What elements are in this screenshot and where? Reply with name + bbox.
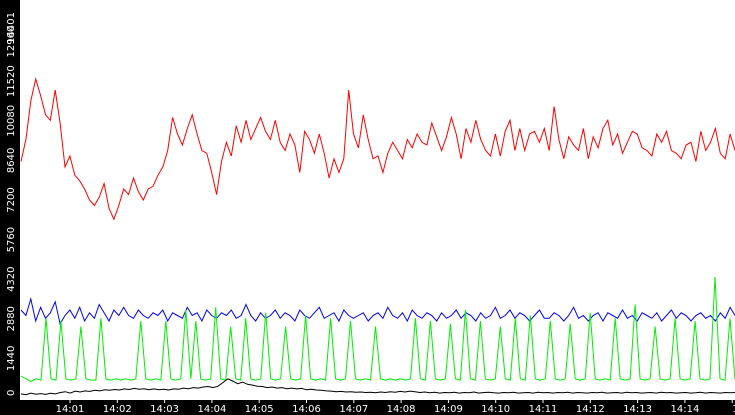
y-tick-label: 1440: [6, 346, 17, 371]
x-tick-label: 14:10: [481, 404, 510, 415]
x-axis-strip: [0, 400, 735, 415]
x-tick-label: 14:11: [529, 404, 558, 415]
y-tick-label: 12960: [6, 26, 17, 58]
series-line-1: [20, 77, 735, 221]
x-tick-label: 14:03: [150, 404, 179, 415]
y-axis-labels: 0 1440 2880 4320 5760 7200 8640 10080 11520 12960…: [6, 12, 17, 396]
series-line-2: [20, 297, 735, 326]
x-axis-labels: 14:01 14:02 14:03 14:04 14:05 14:06 14:07 14:08…: [56, 400, 735, 415]
y-tick-label: 7200: [6, 187, 17, 212]
y-tick-label: 14401: [6, 12, 17, 44]
y-tick-label: 4320: [6, 266, 17, 291]
x-tick-label: 14:09: [434, 404, 463, 415]
x-tick-label: 14:14: [670, 404, 699, 415]
series-line-3: [20, 276, 735, 383]
x-tick-label: 14:07: [339, 404, 368, 415]
y-tick-label: 0: [6, 390, 17, 396]
y-tick-label: 5760: [6, 227, 17, 252]
x-tick-label: 14:02: [103, 404, 132, 415]
x-tick-label: 14:01: [56, 404, 85, 415]
x-tick-label: 14: [732, 404, 735, 415]
x-tick-label: 14:12: [576, 404, 605, 415]
x-tick-label: 14:08: [387, 404, 416, 415]
y-tick-label: 2880: [6, 306, 17, 331]
y-tick-label: 10080: [6, 105, 17, 137]
y-tick-label: 8640: [6, 148, 17, 173]
y-axis-strip: [0, 0, 20, 415]
y-tick-label: 11520: [6, 65, 17, 97]
x-tick-label: 14:04: [197, 404, 226, 415]
plot-series-group: [20, 77, 735, 396]
x-tick-label: 14:06: [292, 404, 321, 415]
x-tick-label: 14:13: [623, 404, 652, 415]
x-tick-label: 14:05: [245, 404, 274, 415]
series-line-4: [20, 378, 735, 396]
